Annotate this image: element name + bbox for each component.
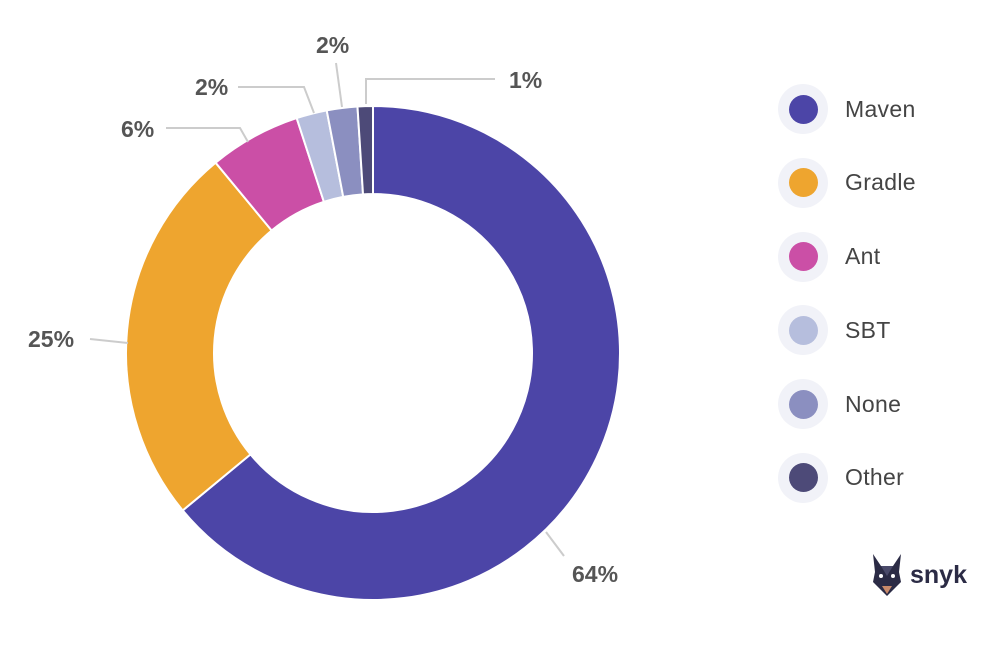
legend-item-ant: Ant: [778, 231, 988, 282]
doberman-icon: [873, 554, 901, 596]
leader-line-gradle: [89, 338, 129, 344]
legend-dot-ant: [788, 242, 818, 272]
chart-legend: Maven Gradle Ant SBT None Other: [778, 84, 988, 527]
legend-item-sbt: SBT: [778, 305, 988, 356]
snyk-logo: snyk: [870, 552, 967, 598]
legend-label-gradle: Gradle: [845, 169, 916, 196]
legend-swatch-maven: [778, 84, 828, 134]
legend-swatch-other: [778, 452, 828, 503]
legend-dot-maven: [788, 94, 818, 124]
legend-item-none: None: [778, 379, 988, 430]
legend-label-other: Other: [845, 464, 905, 491]
data-label-gradle: 25%: [28, 326, 74, 352]
leader-line-ant: [166, 127, 249, 143]
legend-dot-gradle: [788, 168, 818, 198]
leader-line-sbt: [238, 86, 315, 114]
data-label-maven: 64%: [572, 561, 618, 587]
slice-maven: [181, 104, 621, 601]
leader-line-maven: [545, 531, 565, 557]
legend-swatch-none: [778, 379, 828, 430]
data-label-ant: 6%: [121, 116, 154, 142]
slice-other: [356, 104, 374, 196]
brand-name: snyk: [910, 560, 967, 589]
slice-gradle: [125, 161, 274, 512]
legend-item-maven: Maven: [778, 84, 988, 134]
legend-swatch-ant: [778, 231, 828, 282]
legend-dot-other: [788, 463, 818, 493]
legend-item-other: Other: [778, 452, 988, 503]
legend-dot-sbt: [788, 315, 818, 345]
leader-line-other: [365, 78, 495, 104]
legend-label-ant: Ant: [845, 243, 881, 270]
legend-dot-none: [788, 389, 818, 419]
legend-label-none: None: [845, 390, 902, 417]
legend-swatch-gradle: [778, 157, 828, 208]
legend-item-gradle: Gradle: [778, 157, 988, 208]
legend-label-sbt: SBT: [845, 316, 891, 343]
data-label-none: 2%: [316, 32, 349, 58]
legend-label-maven: Maven: [845, 95, 916, 122]
data-label-sbt: 2%: [195, 74, 228, 100]
legend-swatch-sbt: [778, 305, 828, 356]
data-label-other: 1%: [509, 67, 542, 93]
leader-line-none: [335, 62, 343, 108]
